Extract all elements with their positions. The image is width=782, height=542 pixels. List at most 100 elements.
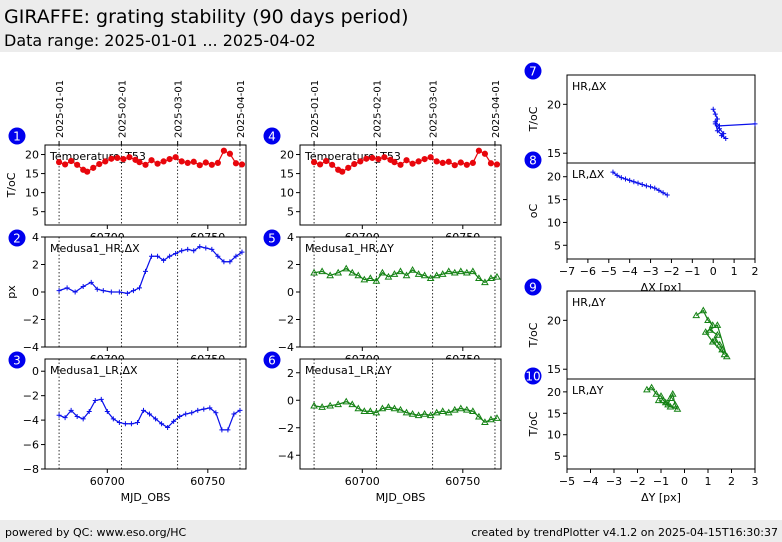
data-point: [420, 271, 429, 279]
data-point: [432, 271, 441, 279]
y-axis-label: px: [5, 285, 18, 299]
data-point: [62, 415, 68, 421]
data-point: [704, 316, 712, 324]
data-point: [56, 412, 62, 418]
data-point: [610, 169, 616, 175]
data-point: [475, 412, 483, 420]
data-point: [420, 409, 429, 417]
data-point: [723, 136, 729, 142]
data-point: [68, 157, 75, 165]
y-tick-label: 10: [280, 187, 294, 200]
y-tick-label: −6: [23, 439, 39, 452]
data-point: [108, 289, 114, 295]
data-point: [179, 248, 185, 254]
data-point: [469, 159, 476, 167]
data-point: [130, 288, 136, 294]
y-tick-label: 0: [32, 286, 39, 299]
data-point: [208, 161, 215, 168]
data-point: [457, 159, 464, 166]
data-point: [357, 158, 364, 165]
data-point: [668, 389, 677, 397]
x-tick-label: 60700: [90, 475, 125, 488]
x-tick-label: −5: [601, 265, 617, 278]
data-point: [134, 420, 140, 426]
data-point: [426, 411, 435, 419]
data-point: [56, 288, 62, 294]
data-point: [147, 411, 153, 417]
x-tick-label: 2: [752, 265, 759, 278]
x-axis-label: MJD_OBS: [376, 491, 426, 504]
data-point: [403, 157, 410, 164]
data-point: [80, 284, 86, 289]
x-date-tick-label: 2025-02-01: [372, 80, 383, 138]
chart-panel-7: 15 20 T/oC HR,ΔX 7: [524, 62, 758, 164]
x-tick-label: 1: [705, 475, 712, 488]
data-point: [104, 409, 110, 415]
x-tick-label: −6: [580, 265, 596, 278]
data-point: [178, 158, 185, 165]
y-tick-label: 15: [547, 147, 561, 160]
data-point: [722, 352, 731, 360]
panel-number: 7: [529, 65, 537, 79]
data-point: [481, 278, 489, 286]
data-point: [166, 155, 173, 163]
y-tick-label: 15: [280, 168, 294, 181]
data-point: [161, 257, 167, 263]
data-point: [201, 406, 207, 412]
data-point: [74, 413, 80, 419]
x-tick-label: −2: [629, 475, 645, 488]
data-point: [475, 147, 482, 154]
data-point: [318, 267, 326, 275]
data-point: [136, 159, 143, 166]
panel-number: 8: [529, 154, 537, 168]
chart-panel-5: −4−20246070060750Medusa1_HR,ΔY5: [263, 229, 502, 366]
x-tick-label: −1: [653, 475, 669, 488]
data-point: [648, 184, 654, 190]
data-point: [378, 404, 387, 412]
data-point: [408, 265, 417, 273]
data-point: [225, 427, 231, 433]
y-tick-label: 5: [554, 239, 561, 252]
data-point: [384, 403, 393, 410]
data-point: [462, 268, 471, 276]
data-point: [643, 183, 649, 189]
data-point: [627, 177, 633, 183]
chart-panel-6: −4 −2 0 2 60700 60750 MJD_OBS Medusa1_LR,ΔY 6: [263, 351, 502, 504]
data-point: [657, 392, 665, 399]
chart-panel-3: −8 −6 −4 −2 0 60700 60750 MJD_OBS Medusa1_LR,ΔX 3: [8, 351, 247, 504]
data-point: [487, 160, 495, 167]
data-point: [90, 164, 97, 171]
y-tick-label: 20: [547, 171, 561, 184]
data-point: [142, 161, 149, 168]
chart-panel-1: 2025-01-01 2025-02-01 2025-03-01 2025-04-01…: [5, 80, 247, 244]
data-point: [354, 404, 363, 412]
data-point: [712, 111, 718, 117]
data-point: [126, 154, 133, 161]
data-point: [719, 133, 725, 139]
data-point: [475, 274, 483, 281]
data-point: [463, 161, 470, 168]
data-point: [96, 160, 103, 168]
data-point: [219, 427, 225, 433]
panel-number: 4: [268, 130, 276, 144]
data-point: [342, 397, 351, 405]
data-point: [468, 407, 477, 414]
x-tick-label: −4: [582, 475, 598, 488]
data-point: [160, 158, 167, 165]
data-point: [110, 416, 116, 422]
data-point: [692, 311, 701, 319]
data-point: [209, 246, 215, 252]
data-point: [409, 160, 416, 167]
data-point: [618, 175, 624, 181]
y-tick-label: 20: [547, 98, 561, 111]
data-point: [493, 161, 501, 168]
panel-number-badge: [263, 229, 281, 247]
plot-frame: [44, 236, 247, 348]
panel-number: 1: [13, 130, 21, 144]
panel-label: Medusa1_LR,ΔX: [50, 364, 138, 377]
data-point: [189, 410, 195, 416]
data-point: [185, 246, 191, 252]
data-point: [378, 268, 387, 276]
data-point: [438, 407, 447, 414]
data-point: [64, 285, 70, 291]
